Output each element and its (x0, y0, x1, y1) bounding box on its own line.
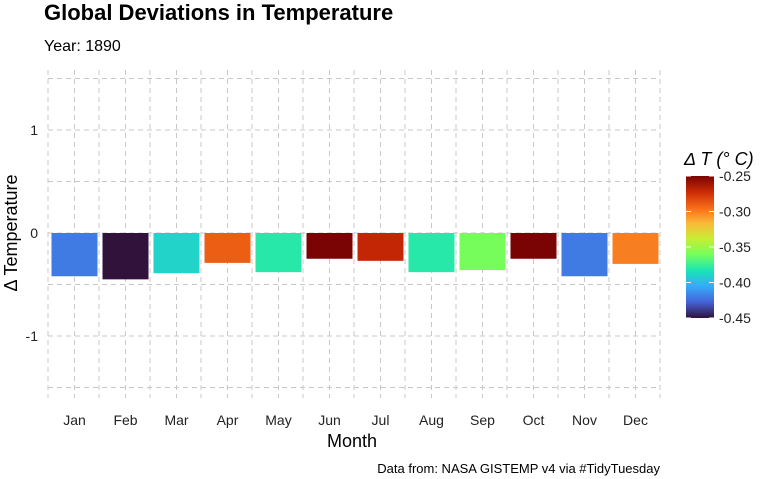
x-axis-title: Month (327, 431, 377, 451)
bar-oct (510, 233, 557, 259)
legend: Δ T (° C) -0.25 -0.30 -0.35 -0.40 -0.45 (683, 149, 754, 326)
y-axis-ticks: -1 0 1 (26, 122, 39, 344)
chart-caption: Data from: NASA GISTEMP v4 via #TidyTues… (377, 461, 660, 476)
bar-mar (153, 233, 200, 274)
plot-area: -1 0 1 Jan Feb Mar Apr May Jun Jul Aug Sep Oct Nov De… (26, 70, 661, 428)
bar-apr (204, 233, 251, 263)
legend-tick-label: -0.30 (719, 204, 751, 220)
y-tick-label: 1 (30, 122, 38, 138)
grid-lines (47, 70, 661, 398)
x-tick-label: May (265, 412, 291, 428)
x-tick-label: Jul (372, 412, 390, 428)
bars (51, 233, 659, 280)
bar-nov (561, 233, 608, 277)
legend-tick-label: -0.40 (719, 275, 751, 291)
x-tick-label: Jan (63, 412, 86, 428)
x-axis-ticks: Jan Feb Mar Apr May Jun Jul Aug Sep Oct Nov Dec (63, 412, 648, 428)
x-tick-label: Dec (623, 412, 648, 428)
chart-subtitle: Year: 1890 (44, 38, 121, 55)
bar-dec (612, 233, 659, 264)
bar-feb (102, 233, 149, 280)
bar-jul (357, 233, 404, 261)
x-tick-label: Mar (164, 412, 188, 428)
x-tick-label: Feb (113, 412, 137, 428)
x-tick-label: Sep (470, 412, 495, 428)
bar-aug (408, 233, 455, 273)
legend-tick-label: -0.35 (719, 239, 751, 255)
x-tick-label: Oct (523, 412, 545, 428)
y-tick-label: 0 (30, 225, 38, 241)
x-tick-label: Apr (217, 412, 239, 428)
y-tick-label: -1 (26, 328, 39, 344)
legend-title: Δ T (° C) (683, 149, 754, 169)
x-tick-label: Nov (572, 412, 597, 428)
chart-title: Global Deviations in Temperature (44, 0, 393, 25)
legend-tick-label: -0.25 (719, 168, 751, 184)
bar-may (255, 233, 302, 273)
bar-sep (459, 233, 506, 271)
bar-jan (51, 233, 98, 277)
x-tick-label: Aug (419, 412, 444, 428)
legend-tick-label: -0.45 (719, 310, 751, 326)
bar-jun (306, 233, 353, 259)
y-axis-title: Δ Temperature (1, 174, 21, 291)
legend-ticks: -0.25 -0.30 -0.35 -0.40 -0.45 (686, 168, 751, 326)
x-tick-label: Jun (318, 412, 341, 428)
